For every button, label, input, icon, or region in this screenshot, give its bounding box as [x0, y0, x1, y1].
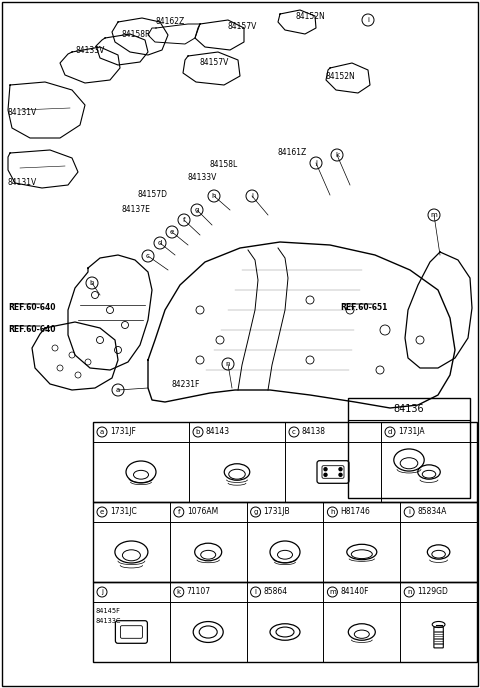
Text: e: e — [170, 229, 174, 235]
Text: j: j — [315, 160, 317, 166]
Text: 84158R: 84158R — [122, 30, 151, 39]
Text: f: f — [178, 509, 180, 515]
Text: REF.60-651: REF.60-651 — [340, 303, 387, 312]
Text: 84231F: 84231F — [172, 380, 200, 389]
Text: m: m — [431, 212, 437, 218]
Text: e: e — [100, 509, 104, 515]
Text: H81746: H81746 — [340, 508, 370, 517]
Text: 1731JF: 1731JF — [110, 427, 136, 436]
Text: 84133C: 84133C — [95, 618, 120, 624]
Text: 84140F: 84140F — [340, 588, 369, 596]
Text: a: a — [116, 387, 120, 393]
Bar — [93, 502, 477, 582]
Text: 84158L: 84158L — [210, 160, 238, 169]
Text: 84137E: 84137E — [122, 205, 151, 214]
Text: 84162Z: 84162Z — [155, 17, 184, 26]
Text: 84157D: 84157D — [138, 190, 168, 199]
Text: n: n — [226, 361, 230, 367]
Text: h: h — [330, 509, 335, 515]
Text: m: m — [329, 589, 336, 595]
Text: g: g — [253, 509, 258, 515]
Text: 84152N: 84152N — [295, 12, 325, 21]
Circle shape — [324, 468, 327, 471]
Bar — [93, 582, 477, 662]
Text: 84157V: 84157V — [228, 22, 257, 31]
Text: 84157V: 84157V — [200, 58, 229, 67]
Text: 1731JB: 1731JB — [264, 508, 290, 517]
Circle shape — [339, 473, 342, 476]
Text: 1731JA: 1731JA — [398, 427, 425, 436]
Bar — [348, 398, 470, 498]
Text: 84145F: 84145F — [95, 608, 120, 614]
Text: c: c — [292, 429, 296, 435]
Text: 84152N: 84152N — [325, 72, 355, 81]
Text: 84143: 84143 — [206, 427, 230, 436]
Circle shape — [339, 468, 342, 471]
Text: f: f — [183, 217, 185, 223]
Text: 84131V: 84131V — [8, 178, 37, 187]
Text: 1129GD: 1129GD — [417, 588, 448, 596]
Text: 84133V: 84133V — [75, 46, 104, 55]
Text: b: b — [196, 429, 200, 435]
Text: 84131V: 84131V — [8, 108, 37, 117]
Text: j: j — [101, 589, 103, 595]
Text: i: i — [367, 17, 369, 23]
Text: b: b — [90, 280, 94, 286]
Text: REF.60-640: REF.60-640 — [8, 325, 56, 334]
Text: i: i — [408, 509, 410, 515]
Text: n: n — [407, 589, 411, 595]
Text: 84161Z: 84161Z — [278, 148, 307, 157]
Text: 1731JC: 1731JC — [110, 508, 137, 517]
Circle shape — [324, 473, 327, 476]
Text: 71107: 71107 — [187, 588, 211, 596]
Text: a: a — [100, 429, 104, 435]
Text: h: h — [212, 193, 216, 199]
Text: c: c — [146, 253, 150, 259]
Text: 1076AM: 1076AM — [187, 508, 218, 517]
Text: d: d — [388, 429, 392, 435]
Text: g: g — [195, 207, 199, 213]
Text: l: l — [254, 589, 257, 595]
Text: i: i — [251, 193, 253, 199]
Text: 85834A: 85834A — [417, 508, 446, 517]
Text: 84136: 84136 — [394, 404, 424, 414]
Text: 85864: 85864 — [264, 588, 288, 596]
Text: 84133V: 84133V — [188, 173, 217, 182]
Text: 84138: 84138 — [302, 427, 326, 436]
Text: k: k — [335, 152, 339, 158]
Text: REF.60-640: REF.60-640 — [8, 303, 56, 312]
Text: k: k — [177, 589, 181, 595]
Bar — [93, 422, 477, 502]
Text: d: d — [158, 240, 162, 246]
